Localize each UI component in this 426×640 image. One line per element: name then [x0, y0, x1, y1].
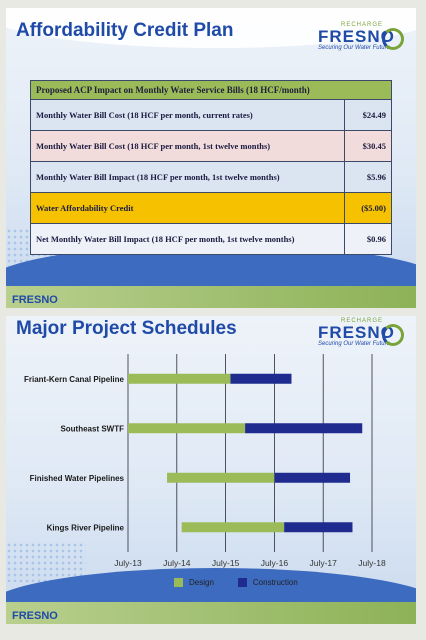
row-label: Monthly Water Bill Cost (18 HCF per mont… — [30, 99, 345, 131]
row-value: $24.49 — [344, 99, 392, 131]
slide-title: Major Project Schedules — [16, 318, 237, 339]
construction-bar — [274, 472, 351, 483]
design-bar — [128, 373, 231, 384]
x-tick-label: July-14 — [163, 558, 191, 568]
row-value: $5.96 — [344, 161, 392, 193]
recharge-fresno-logo: RECHARGE FRESNO Securing Our Water Futur… — [318, 318, 406, 352]
table-header: Proposed ACP Impact on Monthly Water Ser… — [30, 80, 392, 100]
x-tick-label: July-16 — [261, 558, 289, 568]
legend-design-swatch — [174, 578, 183, 587]
row-label: Net Monthly Water Bill Impact (18 HCF pe… — [30, 223, 345, 255]
legend-construction-label: Construction — [252, 578, 298, 587]
design-bar — [167, 472, 275, 483]
footer-bar — [6, 286, 416, 308]
gantt-chart: July-13 July-14 July-15 July-16 July-17 July-… — [24, 354, 386, 568]
x-tick-label: July-18 — [358, 558, 386, 568]
row-label: Water Affordability Credit — [30, 192, 345, 224]
x-tick-label: July-17 — [309, 558, 337, 568]
water-swirl-icon — [382, 324, 404, 346]
legend-design-label: Design — [189, 578, 214, 587]
footer-logo: FRESNO — [12, 294, 58, 306]
x-tick-label: July-15 — [212, 558, 240, 568]
row-value: $30.45 — [344, 130, 392, 162]
table-row: Net Monthly Water Bill Impact (18 HCF pe… — [30, 223, 392, 255]
footer-bar — [6, 602, 416, 624]
row-value: $0.96 — [344, 223, 392, 255]
row-label: Monthly Water Bill Cost (18 HCF per mont… — [30, 130, 345, 162]
table-header-row: Proposed ACP Impact on Monthly Water Ser… — [30, 80, 392, 100]
row-label: Monthly Water Bill Impact (18 HCF per mo… — [30, 161, 345, 193]
dot-pattern — [6, 542, 86, 582]
design-bar — [181, 522, 285, 533]
construction-bar — [284, 522, 353, 533]
legend-construction-swatch — [237, 578, 247, 587]
category-label: Friant-Kern Canal Pipeline — [24, 375, 125, 384]
chart-legend: Design Construction — [174, 578, 298, 587]
table-row: Monthly Water Bill Impact (18 HCF per mo… — [30, 161, 392, 193]
row-value: ($5.00) — [344, 192, 392, 224]
slide-title: Affordability Credit Plan — [16, 20, 234, 41]
construction-bar — [230, 373, 292, 384]
category-label: Finished Water Pipelines — [30, 474, 125, 483]
recharge-fresno-logo: RECHARGE FRESNO Securing Our Water Futur… — [318, 22, 406, 56]
construction-bar — [245, 423, 363, 434]
x-tick-label: July-13 — [114, 558, 142, 568]
design-bar — [128, 423, 246, 434]
acp-impact-table: Proposed ACP Impact on Monthly Water Ser… — [30, 80, 392, 255]
affordability-slide: Affordability Credit Plan RECHARGE FRESN… — [6, 8, 416, 308]
water-swirl-icon — [382, 28, 404, 50]
footer-logo: FRESNO — [12, 610, 58, 622]
table-row: Monthly Water Bill Cost (18 HCF per mont… — [30, 130, 392, 162]
table-row: Monthly Water Bill Cost (18 HCF per mont… — [30, 99, 392, 131]
category-label: Southeast SWTF — [60, 424, 124, 433]
table-row: Water Affordability Credit ($5.00) — [30, 192, 392, 224]
category-label: Kings River Pipeline — [47, 523, 125, 532]
project-schedules-slide: Major Project Schedules RECHARGE FRESNO … — [6, 316, 416, 624]
